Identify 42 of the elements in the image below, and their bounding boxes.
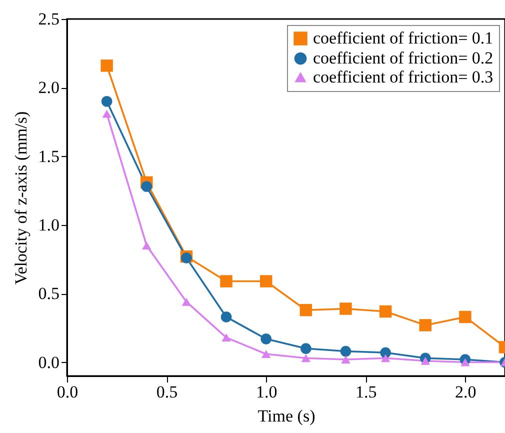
point bbox=[181, 252, 192, 264]
point bbox=[142, 242, 152, 250]
point bbox=[341, 356, 350, 364]
point bbox=[222, 334, 231, 342]
legend-label: coefficient of friction= 0.1 bbox=[313, 28, 494, 48]
x-axis-title: Time (s) bbox=[258, 406, 316, 426]
y-tick-label: 2.5 bbox=[38, 10, 60, 28]
y-tick-label: 1.0 bbox=[38, 215, 60, 234]
point bbox=[380, 347, 391, 358]
x-tick-label: 2.0 bbox=[455, 382, 476, 402]
point bbox=[101, 96, 112, 107]
y-tick-label: 0.0 bbox=[38, 352, 60, 372]
x-tick-label: 1.0 bbox=[256, 382, 278, 402]
legend-label: coefficient of friction= 0.2 bbox=[313, 48, 494, 68]
point bbox=[340, 346, 352, 357]
point bbox=[300, 304, 312, 316]
point bbox=[379, 305, 392, 318]
point bbox=[459, 310, 472, 324]
y-tick-label: 0.5 bbox=[38, 284, 60, 304]
point bbox=[220, 312, 232, 322]
y-tick-label: 1.5 bbox=[38, 146, 60, 166]
x-tick-label: 0.5 bbox=[156, 382, 178, 402]
point bbox=[460, 358, 470, 366]
point bbox=[100, 60, 113, 72]
legend-label: coefficient of friction= 0.3 bbox=[313, 68, 494, 86]
point bbox=[182, 298, 192, 306]
point bbox=[340, 302, 352, 315]
y-axis-title: Velocity of z-axis (mm/s) bbox=[11, 111, 30, 285]
x-tick-label: 0.0 bbox=[56, 382, 78, 402]
point bbox=[419, 319, 432, 332]
point bbox=[420, 356, 430, 365]
y-tick-label: 2.0 bbox=[38, 78, 60, 98]
point bbox=[260, 334, 272, 344]
point bbox=[300, 343, 312, 354]
point bbox=[141, 181, 152, 192]
point bbox=[220, 275, 232, 288]
point bbox=[260, 275, 272, 288]
x-tick-label: 1.5 bbox=[356, 382, 377, 402]
point bbox=[380, 354, 390, 362]
point bbox=[261, 350, 271, 358]
point bbox=[301, 354, 311, 362]
point bbox=[102, 110, 112, 118]
